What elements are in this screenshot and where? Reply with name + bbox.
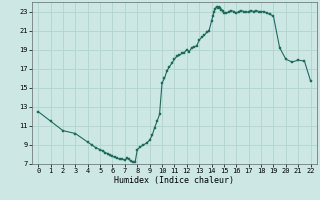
X-axis label: Humidex (Indice chaleur): Humidex (Indice chaleur)	[115, 176, 234, 185]
